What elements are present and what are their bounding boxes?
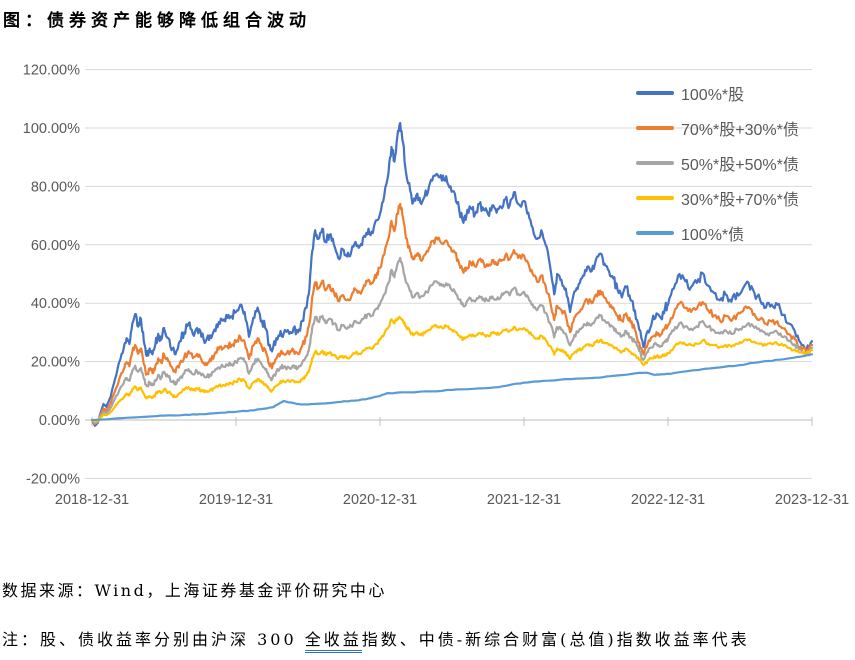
y-axis-label: 20.00% [31, 355, 80, 371]
x-axis-label: 2019-12-31 [199, 492, 273, 508]
series-line-0 [90, 121, 814, 427]
series-line-3 [90, 315, 814, 423]
legend-swatch-icon [636, 160, 674, 165]
series-line-4 [90, 353, 814, 422]
y-axis-label: 0.00% [39, 413, 80, 429]
y-axis-label: 80.00% [31, 179, 80, 195]
chart-svg: 120.00% 100.00% 80.00% 60.00% 40.00% 20.00% 0.… [23, 63, 849, 508]
footnote-line: 注：股、债收益率分别由沪深 300 全收益指数、中债-新综合财富(总值)指数收益… [2, 626, 750, 653]
data-source-line: 数据来源：Wind，上海证券基金评价研究中心 [2, 581, 387, 600]
cumulative-return-chart: 120.00% 100.00% 80.00% 60.00% 40.00% 20.00% 0.… [23, 63, 849, 508]
x-axis-label: 2023-12-31 [775, 492, 849, 508]
legend-item-1: 70%*股+30%*债 [636, 110, 799, 145]
y-axis-label: 100.00% [23, 121, 80, 137]
footnote-suffix: 指数、中债-新综合财富(总值)指数收益率代表 [361, 630, 750, 649]
chart-legend: 100%*股 70%*股+30%*债 50%*股+50%*债 30%*股+70%*债 1… [636, 75, 799, 250]
legend-item-4: 100%*债 [636, 215, 799, 250]
legend-swatch-icon [636, 195, 674, 200]
legend-label: 50%*股+50%*债 [681, 156, 799, 174]
footnote-underlined-term: 全收益 [304, 630, 362, 653]
y-axis-label: 120.00% [23, 63, 80, 79]
y-axis-label: 60.00% [31, 238, 80, 254]
y-axis-label: 40.00% [31, 296, 80, 312]
legend-swatch-icon [636, 90, 674, 95]
series-line-1 [90, 202, 814, 426]
legend-item-2: 50%*股+50%*债 [636, 145, 799, 180]
x-axis-label: 2020-12-31 [343, 492, 417, 508]
footnote-prefix: 注：股、债收益率分别由沪深 300 [2, 630, 305, 649]
x-axis-label: 2022-12-31 [631, 492, 705, 508]
legend-label: 30%*股+70%*债 [681, 191, 799, 209]
legend-swatch-icon [636, 125, 674, 130]
x-axis-label: 2018-12-31 [55, 492, 129, 508]
legend-swatch-icon [636, 230, 674, 235]
legend-label: 70%*股+30%*债 [681, 121, 799, 139]
x-axis-label: 2021-12-31 [487, 492, 561, 508]
y-axis-label: -20.00% [26, 471, 80, 487]
figure-title: 图：债券资产能够降低组合波动 [3, 11, 311, 31]
legend-label: 100%*债 [681, 226, 745, 244]
legend-item-0: 100%*股 [636, 75, 799, 110]
series-line-2 [90, 256, 814, 424]
legend-item-3: 30%*股+70%*债 [636, 180, 799, 215]
legend-label: 100%*股 [681, 86, 745, 104]
